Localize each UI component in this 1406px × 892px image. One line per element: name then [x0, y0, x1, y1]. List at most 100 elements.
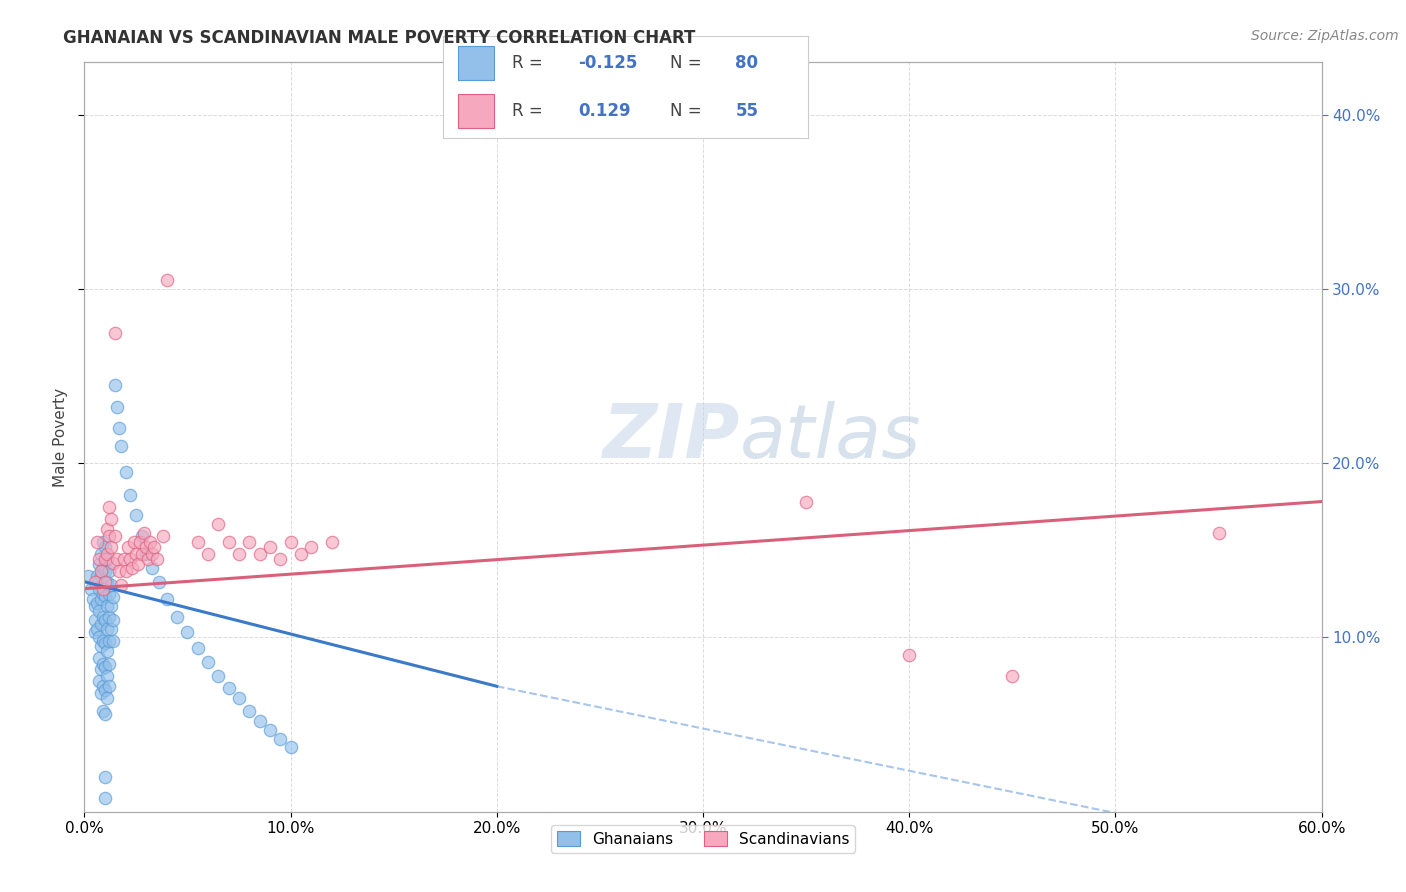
Text: 0.129: 0.129 — [578, 102, 631, 120]
Point — [91, 704, 114, 718]
Point — [269, 731, 291, 746]
Point — [118, 487, 141, 501]
Y-axis label: Male Poverty: Male Poverty — [53, 387, 69, 487]
Point — [87, 552, 110, 566]
Text: -0.125: -0.125 — [578, 54, 637, 72]
Point — [100, 578, 122, 592]
Point — [90, 592, 112, 607]
Text: N =: N = — [669, 54, 706, 72]
Point — [218, 681, 240, 695]
Point — [90, 686, 112, 700]
Point — [131, 547, 153, 561]
Point — [96, 552, 118, 566]
Point — [83, 613, 105, 627]
Point — [90, 564, 112, 578]
Point — [156, 273, 179, 287]
Point — [90, 569, 112, 583]
Point — [96, 599, 118, 613]
Point — [86, 622, 108, 636]
Point — [249, 547, 271, 561]
Point — [321, 534, 343, 549]
Point — [98, 500, 121, 514]
Point — [98, 634, 121, 648]
Point — [94, 707, 117, 722]
Point — [145, 552, 167, 566]
Point — [94, 682, 117, 697]
Point — [96, 622, 118, 636]
Point — [96, 691, 118, 706]
Point — [91, 587, 114, 601]
Point — [148, 574, 170, 589]
Text: R =: R = — [512, 54, 548, 72]
Point — [96, 644, 118, 658]
Point — [117, 540, 139, 554]
Point — [82, 592, 104, 607]
Point — [96, 574, 118, 589]
Point — [156, 592, 179, 607]
Point — [91, 534, 114, 549]
Point — [94, 589, 117, 603]
Point — [152, 529, 174, 543]
Point — [91, 561, 114, 575]
Point — [86, 569, 108, 583]
Legend: Ghanaians, Scandinavians: Ghanaians, Scandinavians — [551, 824, 855, 853]
Point — [86, 596, 108, 610]
Point — [87, 631, 110, 645]
Point — [98, 679, 121, 693]
Point — [94, 540, 117, 554]
Point — [94, 770, 117, 784]
Point — [98, 609, 121, 624]
Text: GHANAIAN VS SCANDINAVIAN MALE POVERTY CORRELATION CHART: GHANAIAN VS SCANDINAVIAN MALE POVERTY CO… — [63, 29, 696, 46]
Point — [218, 534, 240, 549]
Point — [103, 613, 125, 627]
Point — [122, 534, 145, 549]
Bar — [457, 45, 494, 79]
Point — [98, 657, 121, 671]
Text: R =: R = — [512, 102, 548, 120]
Point — [238, 704, 260, 718]
Point — [118, 552, 141, 566]
Point — [77, 569, 100, 583]
Point — [259, 540, 281, 554]
Point — [98, 564, 121, 578]
Point — [91, 634, 114, 648]
Point — [90, 547, 112, 561]
Point — [197, 655, 219, 669]
Point — [114, 564, 136, 578]
Point — [87, 604, 110, 618]
Point — [110, 578, 132, 592]
Point — [94, 660, 117, 674]
Point — [94, 564, 117, 578]
Point — [110, 439, 132, 453]
Point — [1208, 525, 1230, 540]
Point — [90, 662, 112, 676]
Point — [105, 552, 128, 566]
Point — [134, 525, 156, 540]
Point — [91, 609, 114, 624]
Point — [104, 326, 127, 340]
Point — [104, 377, 127, 392]
Point — [129, 534, 152, 549]
Point — [87, 558, 110, 572]
Point — [125, 547, 148, 561]
Point — [94, 636, 117, 650]
Point — [143, 540, 166, 554]
Point — [131, 529, 153, 543]
Point — [197, 547, 219, 561]
Point — [94, 613, 117, 627]
Point — [187, 640, 209, 655]
Point — [794, 494, 817, 508]
Text: N =: N = — [669, 102, 706, 120]
Point — [96, 523, 118, 537]
Point — [96, 669, 118, 683]
Point — [86, 534, 108, 549]
Point — [98, 587, 121, 601]
Point — [105, 401, 128, 415]
Point — [135, 547, 157, 561]
Point — [207, 517, 229, 532]
Point — [114, 465, 136, 479]
Point — [100, 512, 122, 526]
Point — [91, 679, 114, 693]
Point — [176, 625, 198, 640]
Point — [280, 740, 302, 755]
